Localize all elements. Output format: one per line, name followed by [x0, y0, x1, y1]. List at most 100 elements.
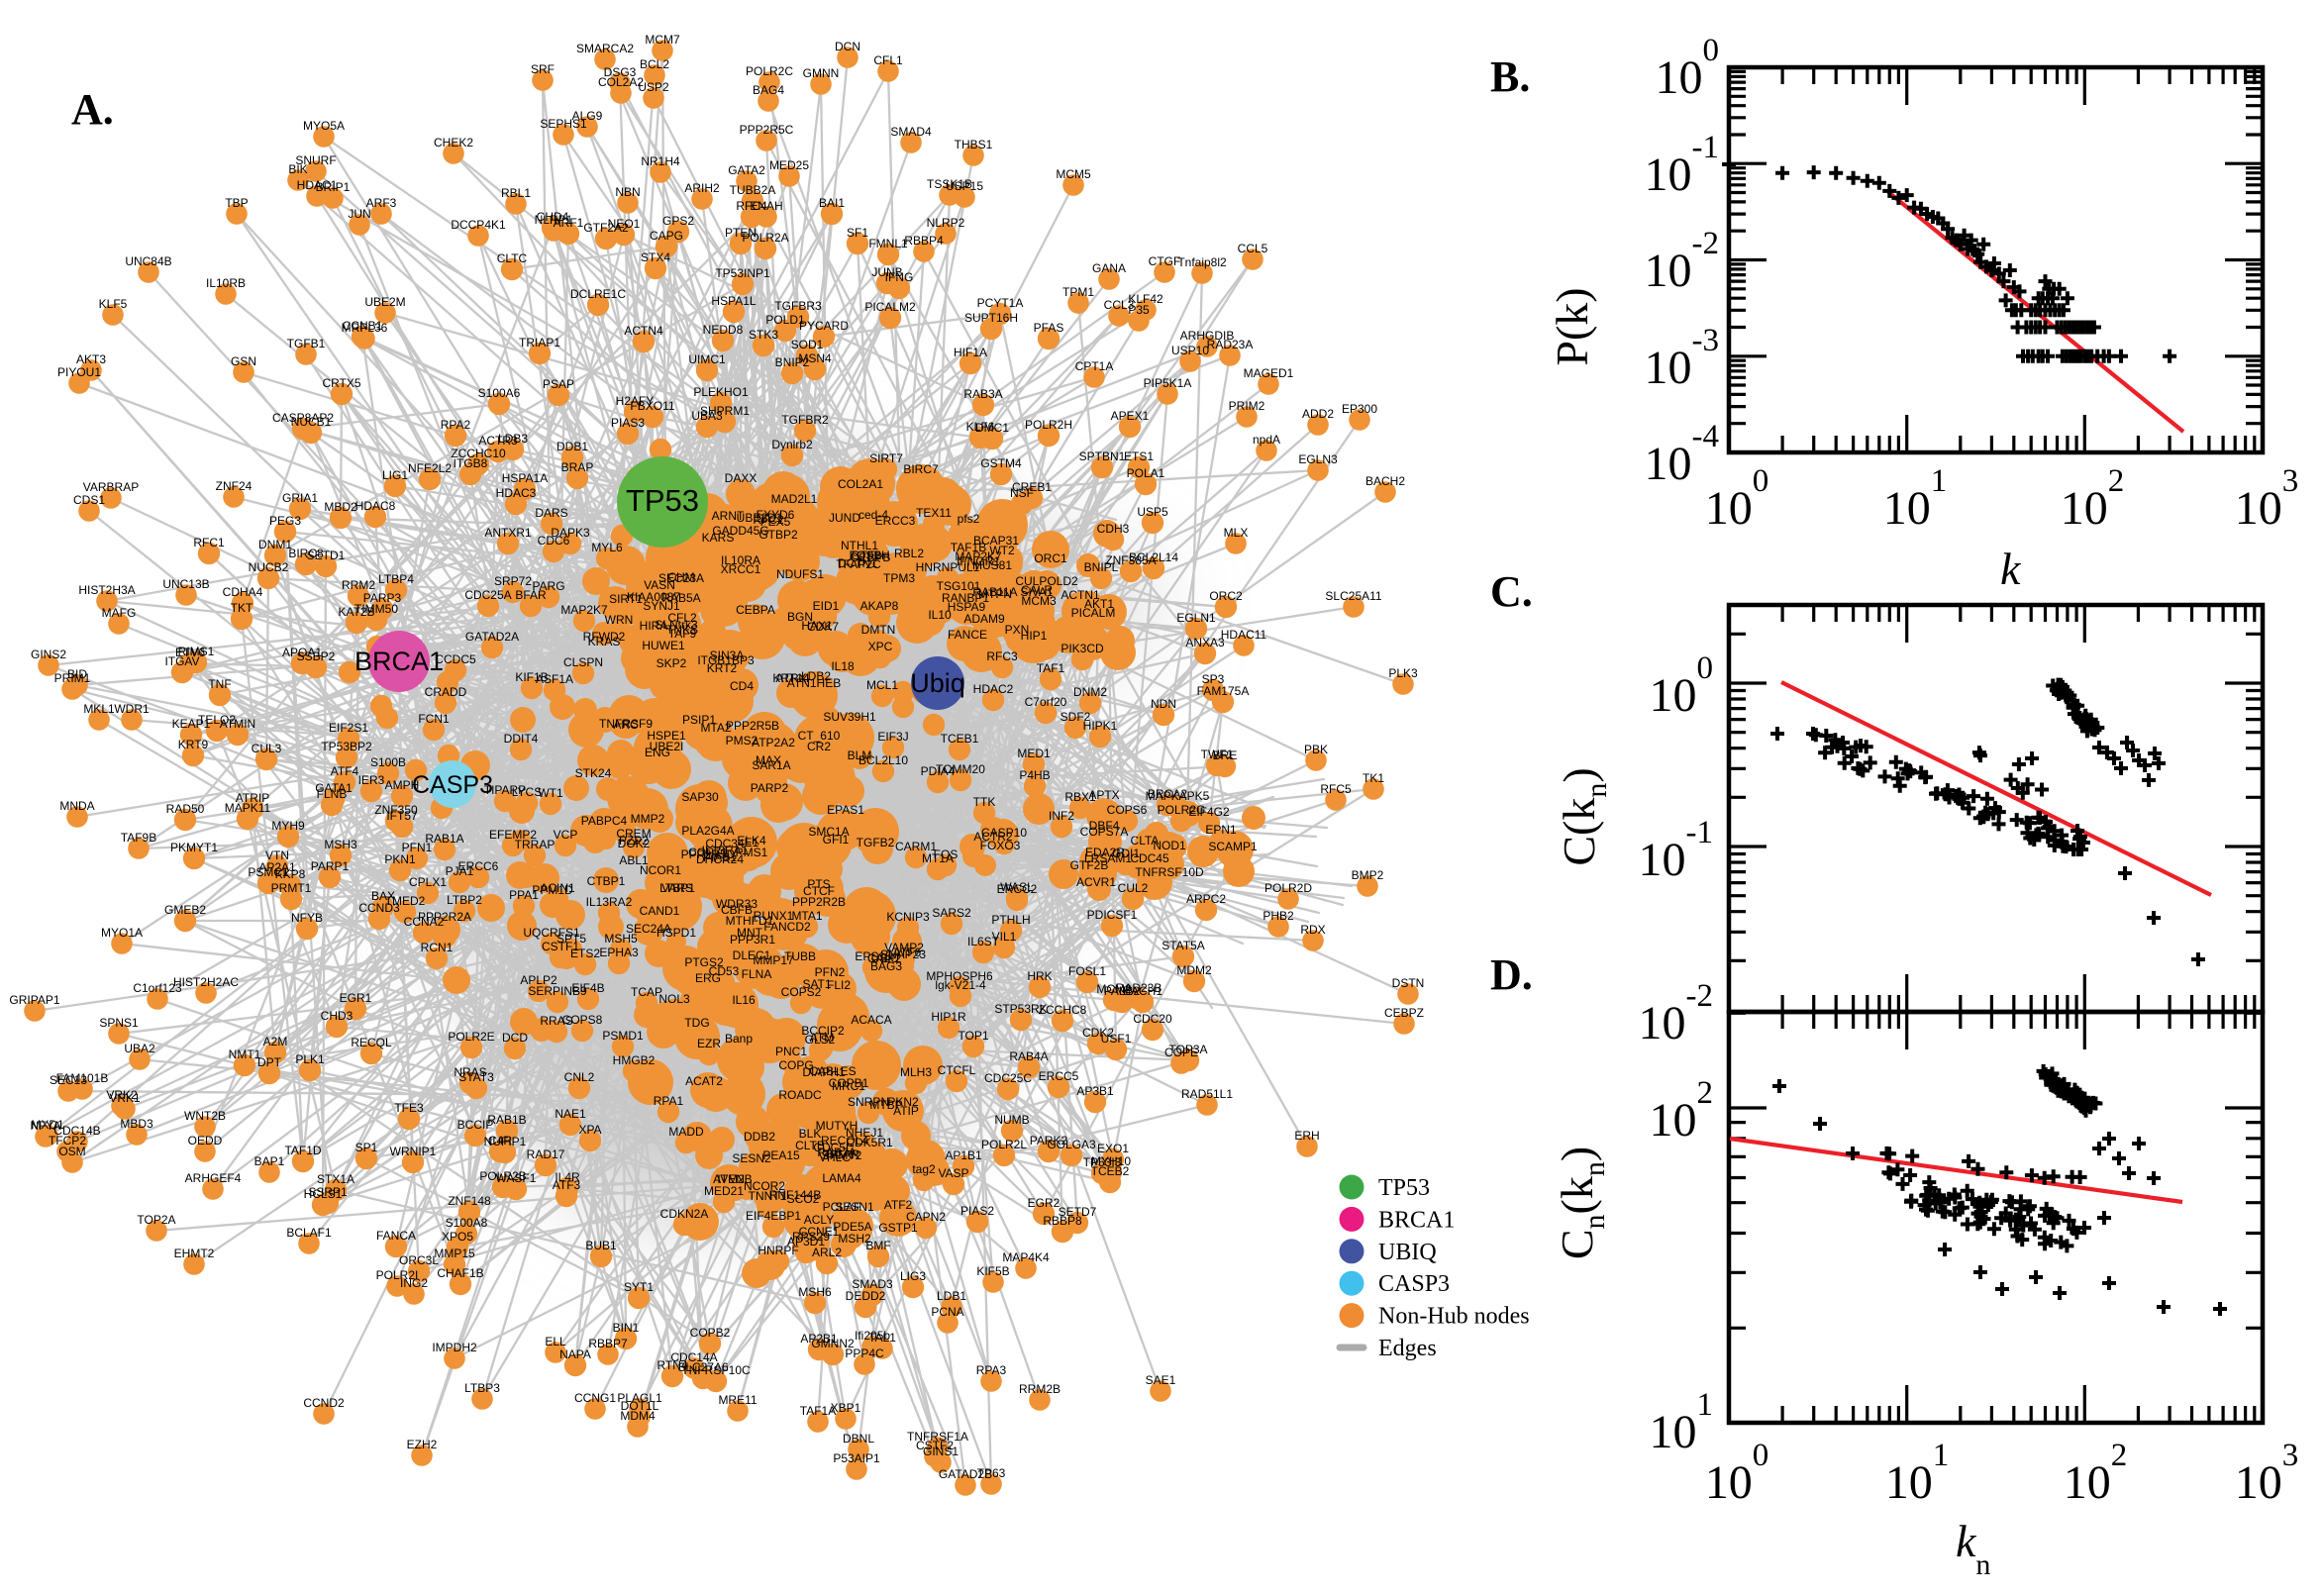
svg-text:RBL1: RBL1 [501, 186, 531, 200]
svg-text:COL2A2: COL2A2 [598, 75, 644, 89]
svg-text:PIAS1: PIAS1 [703, 850, 737, 864]
svg-text:KIF5B: KIF5B [976, 1264, 1009, 1278]
svg-text:TOP2A: TOP2A [137, 1213, 175, 1227]
svg-text:KRT9: KRT9 [178, 738, 209, 751]
svg-text:TAF9B: TAF9B [121, 831, 156, 845]
svg-text:MSH6: MSH6 [798, 1285, 832, 1299]
svg-text:SP1: SP1 [355, 1141, 378, 1154]
svg-text:pfs2: pfs2 [958, 512, 980, 526]
svg-text:ATP2A2: ATP2A2 [752, 736, 795, 749]
svg-text:HDAC11: HDAC11 [1221, 628, 1267, 642]
svg-text:GINS1: GINS1 [923, 1445, 959, 1458]
svg-text:CD4: CD4 [730, 679, 754, 693]
svg-text:SETD7: SETD7 [1059, 1205, 1097, 1219]
svg-text:STK3: STK3 [749, 328, 778, 342]
svg-text:GMNN: GMNN [803, 66, 840, 80]
svg-text:ARHGDIB: ARHGDIB [1180, 329, 1235, 343]
svg-text:PPP2R5B: PPP2R5B [726, 719, 779, 733]
svg-text:NR1H4: NR1H4 [641, 154, 680, 168]
svg-text:BUB1: BUB1 [585, 1239, 617, 1252]
svg-text:ETS1: ETS1 [1124, 449, 1154, 463]
svg-text:MAP4K4: MAP4K4 [1002, 1250, 1050, 1264]
svg-text:CEBPA: CEBPA [736, 603, 775, 617]
svg-text:DBF4: DBF4 [1089, 819, 1120, 833]
svg-text:HUWE1: HUWE1 [642, 639, 685, 652]
svg-text:S100B: S100B [370, 755, 406, 769]
svg-text:DBNL: DBNL [843, 1432, 874, 1446]
svg-text:POLR2C: POLR2C [746, 64, 793, 78]
svg-text:NFE2L2: NFE2L2 [408, 461, 452, 475]
svg-text:RRM2B: RRM2B [1019, 1382, 1060, 1396]
svg-text:RFC1: RFC1 [193, 536, 225, 549]
svg-text:LTBP1: LTBP1 [659, 881, 695, 895]
svg-text:HRK: HRK [1027, 969, 1052, 983]
svg-text:RFC3: RFC3 [986, 649, 1018, 663]
svg-text:SAR1A: SAR1A [752, 758, 790, 772]
svg-text:ING2: ING2 [400, 1276, 428, 1290]
svg-text:TOP1: TOP1 [958, 1029, 988, 1043]
svg-text:HDAC8: HDAC8 [355, 499, 396, 513]
svg-text:VIL1: VIL1 [992, 930, 1017, 944]
svg-text:ELK4: ELK4 [737, 834, 766, 848]
svg-text:ETV6: ETV6 [175, 646, 205, 659]
svg-text:CNL2: CNL2 [564, 1070, 595, 1084]
svg-text:HDAC2: HDAC2 [973, 682, 1014, 696]
svg-text:TGFBR3: TGFBR3 [774, 299, 822, 313]
svg-text:LTBP3: LTBP3 [464, 1381, 500, 1395]
svg-text:UBIQ: UBIQ [1378, 1240, 1437, 1265]
svg-text:POLR2D: POLR2D [1264, 881, 1312, 895]
svg-text:GSN: GSN [231, 354, 256, 368]
svg-text:PFAS: PFAS [1034, 321, 1064, 335]
svg-text:PLK1: PLK1 [295, 1052, 325, 1066]
svg-text:PRMT1: PRMT1 [271, 881, 312, 895]
svg-text:CDS1: CDS1 [73, 493, 105, 507]
svg-text:PKMYT1: PKMYT1 [170, 841, 218, 854]
svg-text:MCM2: MCM2 [1096, 982, 1132, 996]
svg-text:ACTN1: ACTN1 [1060, 588, 1100, 602]
svg-text:PABPC4: PABPC4 [581, 814, 628, 828]
svg-text:POLR2L: POLR2L [981, 1138, 1027, 1151]
svg-text:FOS: FOS [934, 848, 959, 861]
svg-text:SRP72: SRP72 [494, 574, 532, 588]
svg-text:GANA: GANA [1092, 261, 1126, 275]
svg-text:CLTC: CLTC [497, 251, 528, 265]
svg-text:CPLX1: CPLX1 [409, 875, 447, 889]
svg-text:SPNS1: SPNS1 [99, 1016, 139, 1030]
svg-text:DDIT4: DDIT4 [504, 732, 539, 746]
svg-text:NEO1: NEO1 [608, 217, 641, 231]
svg-text:GSTP1: GSTP1 [878, 1221, 918, 1235]
svg-text:TP63: TP63 [977, 1466, 1006, 1480]
svg-text:CASP3: CASP3 [1378, 1271, 1450, 1297]
svg-text:ORC2: ORC2 [1209, 589, 1243, 603]
svg-text:FLNA: FLNA [742, 967, 772, 981]
svg-text:HIF1A: HIF1A [954, 346, 987, 359]
svg-text:GRIA1: GRIA1 [282, 491, 318, 505]
svg-text:Tnfaip8l2: Tnfaip8l2 [1177, 255, 1227, 269]
svg-text:BGN: BGN [787, 610, 813, 624]
svg-text:STX4: STX4 [641, 250, 670, 264]
svg-text:NLRP1: NLRP1 [535, 213, 573, 227]
svg-text:BRCA1: BRCA1 [1378, 1207, 1455, 1233]
svg-text:MXD1: MXD1 [31, 1118, 64, 1132]
svg-text:CDC6: CDC6 [538, 534, 570, 548]
svg-text:PIK3CD: PIK3CD [1060, 642, 1104, 655]
svg-text:IL13RA2: IL13RA2 [586, 895, 633, 909]
svg-text:ABL1: ABL1 [619, 853, 649, 867]
svg-text:SUPT16H: SUPT16H [964, 311, 1018, 325]
svg-text:SSBP2: SSBP2 [297, 649, 336, 663]
svg-text:SLC25A11: SLC25A11 [1325, 589, 1381, 603]
svg-text:PPP2R2A: PPP2R2A [418, 910, 471, 924]
svg-text:BAI1: BAI1 [819, 196, 845, 210]
svg-text:GFI1: GFI1 [823, 833, 850, 847]
svg-text:USP5: USP5 [1137, 505, 1168, 519]
svg-text:MKL1: MKL1 [83, 702, 115, 716]
svg-text:ATRIP: ATRIP [236, 791, 269, 805]
svg-text:FCN1: FCN1 [418, 712, 450, 726]
svg-text:BRE: BRE [1213, 748, 1238, 762]
svg-text:A.: A. [71, 85, 114, 134]
svg-text:MADD: MADD [668, 1125, 704, 1139]
svg-text:EHMT2: EHMT2 [174, 1247, 215, 1260]
svg-text:TRRAP: TRRAP [515, 838, 556, 851]
svg-text:NBN: NBN [615, 185, 640, 199]
svg-text:ORC3L: ORC3L [399, 1253, 439, 1267]
